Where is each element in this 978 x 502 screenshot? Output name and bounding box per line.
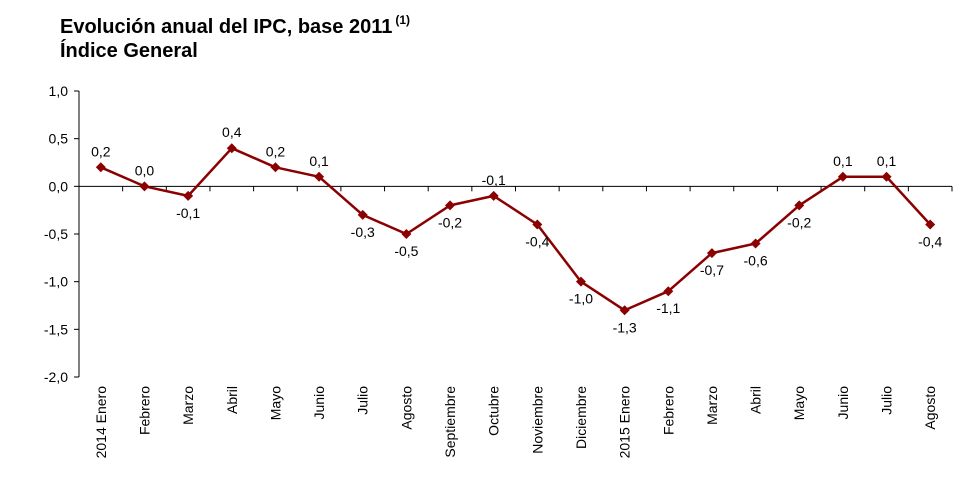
data-point-marker — [881, 171, 892, 182]
x-tick-label: Abril — [224, 386, 240, 414]
data-label: 0,2 — [91, 143, 111, 159]
data-point-marker — [445, 200, 456, 211]
data-point-marker — [794, 200, 805, 211]
data-point-marker — [270, 162, 281, 173]
data-point-marker — [139, 181, 150, 192]
x-tick-label: Octubre — [486, 386, 502, 436]
data-point-marker — [575, 276, 586, 287]
data-point-marker — [226, 143, 237, 154]
data-point-marker — [532, 219, 543, 230]
data-point-marker — [925, 219, 936, 230]
data-label: 0,1 — [833, 153, 853, 169]
data-label: -0,4 — [918, 233, 942, 249]
y-tick-label: -1,5 — [44, 321, 68, 337]
y-tick-label: -0,5 — [44, 226, 68, 242]
data-label: -1,3 — [613, 319, 637, 335]
data-point-marker — [314, 171, 325, 182]
data-label: 0,4 — [222, 124, 242, 140]
data-label: -0,3 — [351, 224, 375, 240]
x-tick-label: Mayo — [791, 386, 807, 420]
x-tick-label: Junio — [311, 386, 327, 420]
data-point-marker — [357, 209, 368, 220]
x-tick-label: Febrero — [660, 386, 676, 435]
data-label: -0,1 — [176, 205, 200, 221]
x-tick-label: Julio — [879, 386, 895, 415]
data-point-marker — [95, 162, 106, 173]
data-label: -0,6 — [744, 253, 768, 269]
chart-title: Evolución anual del IPC, base 2011 (1) Ín… — [60, 8, 410, 63]
data-label: 0,1 — [877, 153, 897, 169]
data-point-marker — [401, 229, 412, 239]
data-point-marker — [706, 248, 717, 259]
x-tick-label: Agosto — [922, 386, 938, 430]
y-tick-label: 0,0 — [49, 178, 69, 194]
y-tick-label: 0,5 — [49, 131, 69, 147]
x-tick-label: Marzo — [704, 386, 720, 425]
y-tick-label: -1,0 — [44, 274, 68, 290]
data-label: -0,7 — [700, 262, 724, 278]
data-label: 0,0 — [135, 162, 155, 178]
data-point-marker — [837, 171, 848, 182]
data-label: -1,0 — [569, 291, 593, 307]
series-line — [100, 146, 932, 312]
data-label: -0,5 — [394, 243, 418, 259]
x-tick-label: Abril — [748, 386, 764, 414]
data-point-marker — [663, 286, 674, 297]
x-tick-label: Diciembre — [573, 386, 589, 449]
data-point-marker — [619, 305, 630, 316]
y-tick-label: -2,0 — [44, 369, 68, 385]
x-tick-label: Noviembre — [529, 386, 545, 454]
x-tick-label: Agosto — [398, 386, 414, 430]
data-label: -0,1 — [482, 172, 506, 188]
data-point-marker — [750, 238, 761, 249]
x-tick-label: Junio — [835, 386, 851, 420]
title-line-2: Índice General — [60, 40, 198, 62]
x-tick-label: Julio — [355, 386, 371, 415]
x-tick-label: 2014 Enero — [93, 386, 109, 459]
title-line-1: Evolución anual del IPC, base 2011 — [60, 16, 393, 38]
title-footnote-mark: (1) — [395, 13, 411, 27]
data-point-marker — [183, 190, 194, 201]
x-tick-label: Mayo — [267, 386, 283, 420]
data-label: 0,2 — [266, 143, 286, 159]
data-point-marker — [488, 190, 499, 201]
data-label: -0,2 — [787, 214, 811, 230]
data-label: -0,2 — [438, 214, 462, 230]
data-label: -1,1 — [656, 300, 680, 316]
data-label: 0,1 — [309, 153, 329, 169]
x-tick-label: Septiembre — [442, 386, 458, 458]
y-tick-label: 1,0 — [49, 83, 69, 99]
data-label: -0,4 — [525, 233, 549, 249]
x-tick-label: 2015 Enero — [617, 386, 633, 459]
x-tick-label: Febrero — [136, 386, 152, 435]
x-tick-label: Marzo — [180, 386, 196, 425]
